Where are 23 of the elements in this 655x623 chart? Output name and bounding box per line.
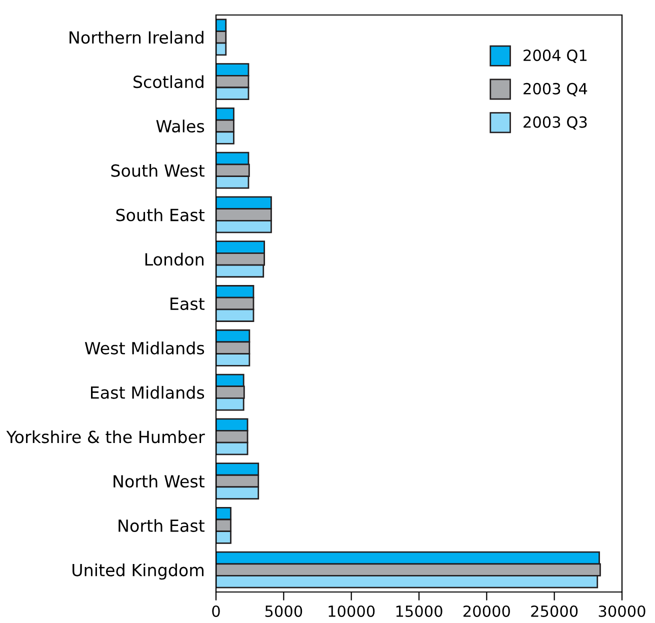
x-tick-label: 20000 xyxy=(463,605,510,618)
y-tick-label: North West xyxy=(114,474,204,488)
x-tick-label: 30000 xyxy=(598,605,646,618)
x-tick-label: 5000 xyxy=(265,605,302,618)
legend-label: 2003 Q3 xyxy=(524,116,587,130)
y-tick-label: London xyxy=(145,252,204,266)
y-tick-label: Northern Ireland xyxy=(70,30,204,44)
legend-label: 2003 Q4 xyxy=(524,82,588,96)
x-tick-label: 15000 xyxy=(396,605,442,618)
y-tick-label: West Midlands xyxy=(84,342,204,354)
y-tick-label: Scotland xyxy=(134,75,204,88)
y-tick-label: South West xyxy=(111,164,204,177)
x-tick-label: 10000 xyxy=(328,605,375,618)
y-tick-label: Yorkshire & the Humber xyxy=(6,430,205,444)
y-tick-label: United Kingdom xyxy=(72,563,204,580)
legend-label: 2004 Q1 xyxy=(524,50,587,63)
x-tick-label: 0 xyxy=(212,605,220,618)
y-tick-label: South East xyxy=(116,208,204,222)
y-tick-label: North East xyxy=(118,519,204,532)
x-tick-label: 25000 xyxy=(531,605,578,618)
y-tick-label: East Midlands xyxy=(91,386,204,399)
y-tick-label: East xyxy=(170,298,204,310)
y-tick-label: Wales xyxy=(156,120,204,133)
